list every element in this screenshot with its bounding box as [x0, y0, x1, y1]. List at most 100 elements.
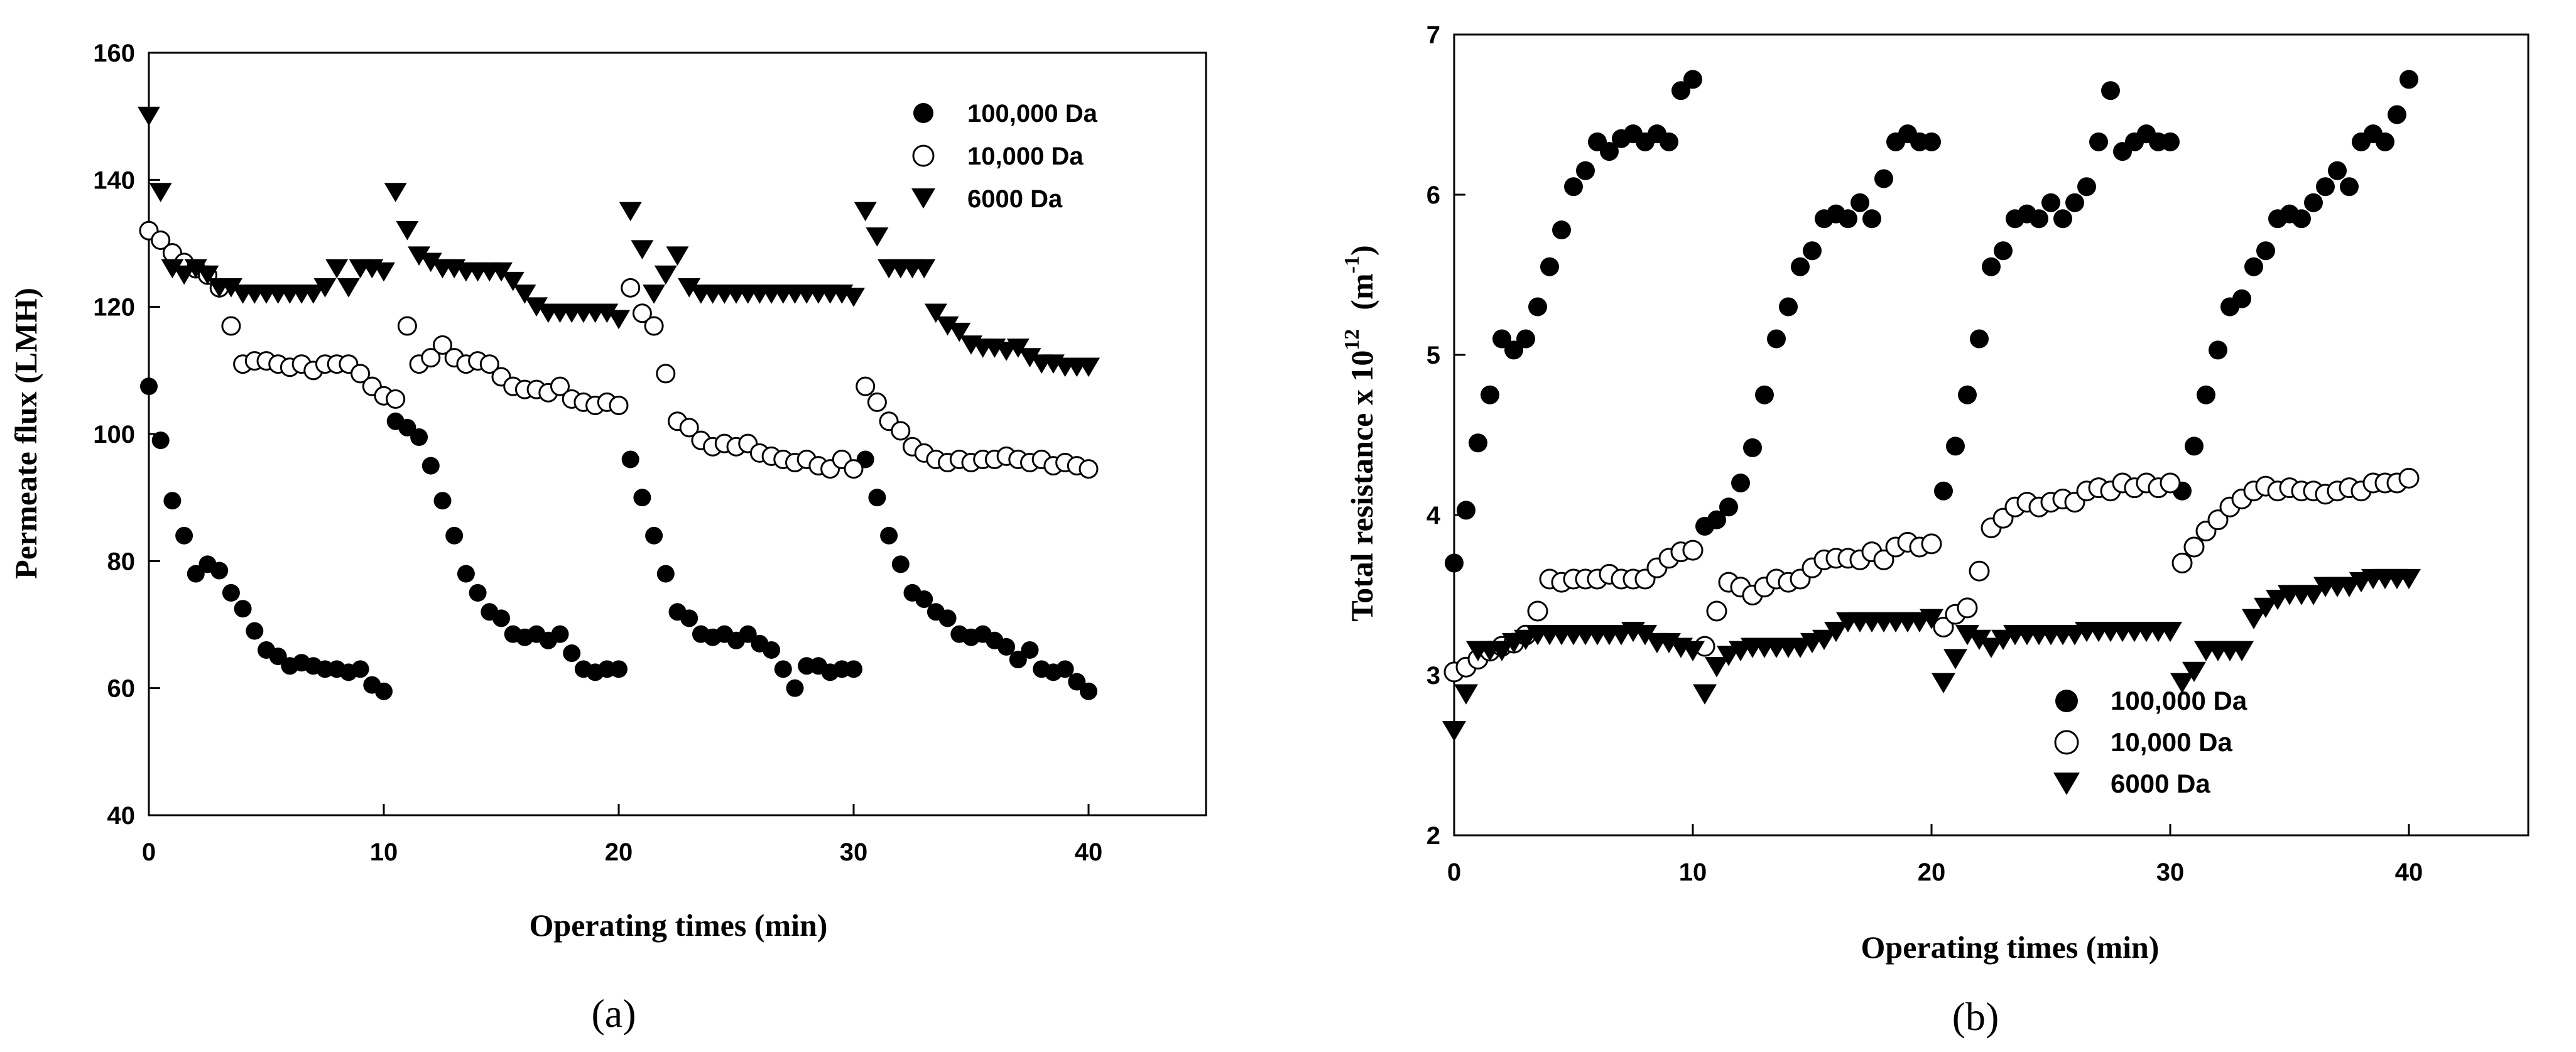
b-point-100000dada	[1743, 438, 1762, 457]
a-point-6000dada	[408, 246, 431, 266]
a-point-100000dada	[469, 583, 487, 602]
a-point-100000dada	[222, 583, 240, 602]
b-point-6000dada	[2254, 597, 2278, 619]
a-point-100000dada	[175, 526, 193, 545]
b-point-100000dada	[1707, 510, 1726, 529]
a-point-6000dada	[948, 322, 971, 342]
a-point-6000dada	[913, 259, 936, 279]
a-legend-symbol-100000dada	[913, 103, 933, 123]
b-x-tick-label: 20	[1918, 859, 1946, 886]
a-y-tick-label: 120	[93, 294, 135, 322]
a-point-100000dada	[421, 457, 440, 475]
a-point-100000dada	[633, 489, 651, 507]
b-point-100000dada	[1540, 257, 1559, 276]
a-point-100000dada	[492, 609, 510, 627]
a-point-100000dada	[1068, 673, 1086, 691]
a-point-100000dada	[739, 625, 757, 643]
a-point-100000dada	[915, 590, 933, 609]
a-point-100000dada	[246, 622, 264, 640]
a-point-10000dada	[891, 421, 911, 441]
b-y-tick-label: 2	[1427, 822, 1440, 850]
b-point-100000dada	[1564, 177, 1583, 197]
b-point-100000dada	[1683, 70, 1702, 89]
b-point-6000dada	[2182, 661, 2206, 683]
a-point-100000dada	[457, 565, 475, 583]
a-point-100000dada	[551, 625, 569, 643]
a-point-10000dada	[386, 389, 406, 409]
b-point-100000dada	[2232, 289, 2251, 308]
b-point-100000dada	[1552, 220, 1571, 240]
b-point-10000dada	[2207, 509, 2229, 531]
a-x-tick-label: 0	[142, 838, 156, 866]
b-point-100000dada	[1469, 433, 1487, 453]
a-point-6000dada	[384, 183, 407, 202]
a-point-100000dada	[187, 565, 205, 583]
a-x-tick-label: 10	[370, 838, 398, 866]
panel-b-plot-frame	[1453, 33, 2530, 837]
b-point-100000dada	[2077, 177, 2096, 197]
b-x-tick-label: 0	[1447, 859, 1461, 886]
b-point-100000dada	[2388, 105, 2406, 124]
a-legend-label: 100,000 Da	[967, 100, 1098, 127]
a-point-10000dada	[679, 418, 699, 438]
a-point-10000dada	[644, 316, 664, 336]
panel-b-y-axis-title-main: Total resistance x 10	[1344, 350, 1379, 622]
b-point-100000dada	[2161, 132, 2180, 151]
b-point-100000dada	[1445, 553, 1464, 573]
b-y-tick-label: 5	[1427, 342, 1440, 369]
b-point-10000dada	[1873, 549, 1894, 570]
b-point-6000dada	[2230, 641, 2254, 661]
a-point-6000dada	[1077, 357, 1100, 377]
a-point-100000dada	[774, 660, 792, 678]
b-point-100000dada	[1516, 329, 1535, 349]
panel-a-y-axis-title: Permeate flux (LMH)	[8, 288, 43, 579]
a-point-6000dada	[396, 220, 419, 241]
b-point-100000dada	[2340, 177, 2359, 197]
b-point-10000dada	[1706, 600, 1727, 622]
a-point-100000dada	[610, 660, 628, 678]
a-point-10000dada	[844, 459, 864, 479]
a-point-100000dada	[563, 644, 581, 663]
b-point-6000dada	[1932, 673, 1955, 693]
a-point-6000dada	[1006, 339, 1030, 358]
panel-b-label: (b)	[1952, 994, 1999, 1039]
b-point-6000dada	[1633, 625, 1657, 646]
panel-b-chart: 0 10 20 30 40 2 3 4 5 6 7 100,000 Da 10,000 Da 6000 …	[1340, 21, 2530, 1039]
a-point-100000dada	[1080, 682, 1097, 700]
a-point-100000dada	[140, 377, 158, 396]
b-point-100000dada	[2101, 81, 2120, 100]
a-point-100000dada	[680, 609, 698, 627]
a-point-100000dada	[1021, 641, 1039, 659]
a-point-6000dada	[138, 106, 160, 126]
a-point-10000dada	[221, 316, 241, 336]
b-point-100000dada	[2376, 132, 2394, 151]
b-point-100000dada	[2089, 132, 2108, 151]
a-point-6000dada	[595, 303, 619, 323]
b-point-10000dada	[2171, 553, 2193, 573]
b-point-100000dada	[1994, 241, 2013, 261]
b-point-100000dada	[1731, 474, 1750, 492]
a-point-6000dada	[313, 278, 337, 298]
a-point-100000dada	[868, 489, 886, 507]
a-point-6000dada	[419, 252, 442, 273]
a-point-6000dada	[619, 202, 642, 222]
a-point-6000dada	[1018, 348, 1041, 367]
b-point-6000dada	[1824, 622, 1848, 643]
b-point-100000dada	[1922, 132, 1941, 151]
b-point-100000dada	[2256, 241, 2275, 261]
b-point-100000dada	[1779, 297, 1798, 317]
a-point-100000dada	[656, 565, 675, 583]
b-legend-label: 10,000 Da	[2111, 727, 2232, 757]
a-point-100000dada	[891, 555, 910, 573]
a-point-6000dada	[501, 271, 524, 291]
b-point-100000dada	[1862, 209, 1881, 229]
panel-a-x-axis-title: Operating times (min)	[530, 908, 828, 943]
b-point-10000dada	[1969, 560, 1990, 582]
b-point-100000dada	[2041, 193, 2060, 212]
a-point-100000dada	[433, 492, 452, 510]
a-point-6000dada	[325, 259, 349, 279]
b-point-6000dada	[1812, 629, 1836, 651]
a-point-100000dada	[786, 679, 804, 697]
a-point-6000dada	[161, 259, 184, 279]
a-point-100000dada	[234, 600, 252, 618]
